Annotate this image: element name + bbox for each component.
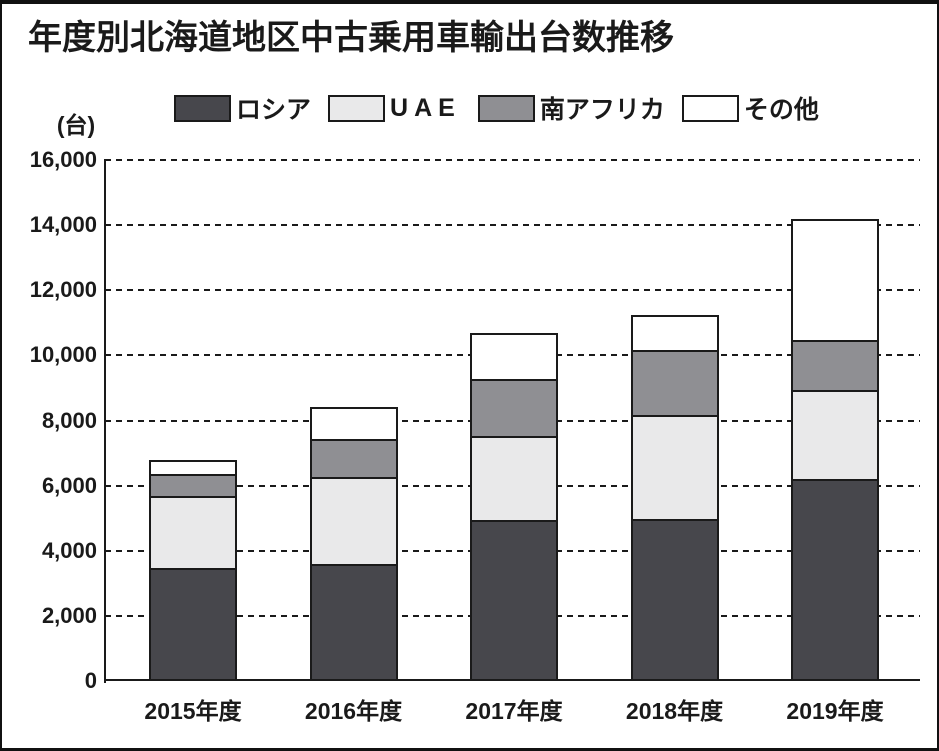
bar-segment-2016年度-ロシア — [311, 564, 396, 679]
gridline-16000 — [105, 159, 920, 161]
chart-plot-area: 0 2,000 4,000 6,000 8,000 10,000 12,000 14,000 1… — [2, 4, 937, 748]
legend-item-南アフリカ: 南アフリカ — [477, 90, 665, 126]
bar-2017年度 — [470, 332, 558, 681]
bar-segment-2019年度-ロシア — [793, 479, 877, 679]
bar-segment-2015年度-南アフリカ — [151, 474, 235, 497]
bar-segment-2017年度-南アフリカ — [472, 378, 556, 437]
legend-label-南アフリカ: 南アフリカ — [539, 96, 665, 124]
legend-swatch-南アフリカ — [477, 94, 535, 122]
bar-2018年度 — [630, 314, 719, 681]
y-tick-label-12000: 12,000 — [29, 277, 97, 303]
chart-title: 年度別北海道地区中古乗用車輸出台数推移 — [28, 19, 674, 57]
bar-segment-2018年度-ロシア — [632, 518, 717, 679]
bar-segment-2019年度-UAE — [793, 389, 877, 480]
bar-segment-2019年度-その他 — [793, 220, 877, 341]
bar-segment-2015年度-ロシア — [151, 568, 235, 679]
y-tick-label-16000: 16,000 — [29, 147, 97, 172]
legend-label-その他: その他 — [743, 96, 819, 124]
y-axis-unit-label: (台) — [56, 112, 96, 138]
bar-segment-2017年度-その他 — [472, 334, 556, 379]
x-tick-label-2016年度: 2016年度 — [304, 698, 403, 724]
x-tick-label-2017年度: 2017年度 — [465, 698, 563, 724]
legend-item-ロシア: ロシア — [174, 90, 311, 126]
legend: ロシア UAE 南アフリカ その他 — [174, 90, 819, 126]
bar-segment-2015年度-UAE — [151, 496, 235, 569]
bar-segment-2018年度-その他 — [632, 316, 717, 350]
legend-swatch-ロシア — [174, 94, 231, 122]
y-tick-label-6000: 6,000 — [41, 472, 97, 498]
bar-segment-2017年度-UAE — [472, 436, 556, 521]
legend-swatch-UAE — [328, 94, 386, 122]
y-tick-label-0: 0 — [84, 668, 97, 693]
bar-segment-2016年度-南アフリカ — [311, 439, 396, 478]
x-tick-label-2019年度: 2019年度 — [786, 698, 884, 724]
bar-segment-2018年度-南アフリカ — [632, 349, 717, 416]
y-tick-label-8000: 8,000 — [41, 407, 97, 433]
gridline-12000 — [105, 289, 920, 292]
legend-item-UAE: UAE — [328, 94, 461, 123]
y-tick-label-2000: 2,000 — [41, 602, 97, 628]
bar-segment-2015年度-その他 — [151, 461, 235, 474]
gridline-14000 — [105, 224, 920, 227]
bar-segment-2018年度-UAE — [632, 415, 717, 519]
legend-label-UAE: UAE — [390, 93, 461, 122]
bar-segment-2016年度-UAE — [311, 477, 396, 565]
x-tick-label-2018年度: 2018年度 — [625, 698, 724, 724]
legend-swatch-その他 — [681, 94, 739, 122]
bar-2015年度 — [149, 459, 237, 681]
x-tick-label-2015年度: 2015年度 — [144, 698, 242, 724]
bar-segment-2016年度-その他 — [311, 409, 396, 440]
y-tick-label-4000: 4,000 — [41, 537, 97, 563]
legend-label-ロシア: ロシア — [236, 96, 312, 124]
bar-2019年度 — [791, 218, 879, 681]
bar-segment-2019年度-南アフリカ — [793, 340, 877, 390]
y-tick-label-14000: 14,000 — [29, 212, 97, 238]
y-tick-label-10000: 10,000 — [29, 342, 97, 368]
bar-segment-2017年度-ロシア — [472, 520, 556, 679]
bar-2016年度 — [309, 407, 398, 681]
legend-item-その他: その他 — [681, 90, 819, 126]
